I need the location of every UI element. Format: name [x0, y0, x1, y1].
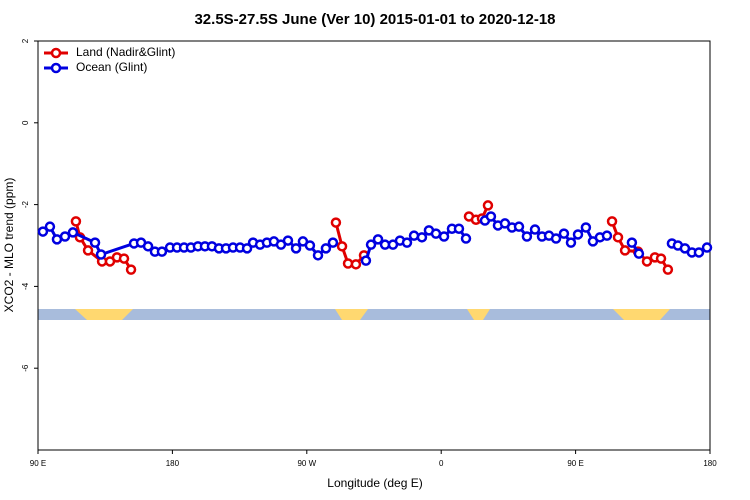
land-strip	[335, 309, 368, 320]
data-point	[693, 247, 705, 258]
data-point	[70, 216, 82, 227]
data-point	[521, 231, 533, 242]
data-point	[641, 256, 653, 267]
data-point	[619, 245, 631, 256]
data-point	[290, 243, 302, 254]
legend-label: Ocean (Glint)	[76, 60, 147, 74]
data-point	[529, 224, 541, 235]
data-point	[460, 233, 472, 244]
data-point	[312, 250, 324, 261]
data-point	[485, 211, 497, 222]
x-tick-label: 90 W	[297, 459, 316, 468]
data-point	[89, 237, 101, 248]
land-strip	[613, 309, 670, 320]
data-point	[118, 253, 130, 264]
land-strip	[75, 309, 133, 320]
data-point	[125, 264, 137, 275]
data-point	[438, 231, 450, 242]
data-point	[626, 237, 638, 248]
data-point	[350, 259, 362, 270]
data-point	[156, 246, 168, 257]
data-point	[336, 241, 348, 252]
data-point	[37, 226, 49, 237]
data-point	[282, 235, 294, 246]
data-point	[662, 264, 674, 275]
data-point	[416, 232, 428, 243]
data-point	[67, 227, 79, 238]
data-point	[612, 232, 624, 243]
data-point	[701, 242, 713, 253]
data-point	[365, 239, 377, 250]
data-point	[59, 231, 71, 242]
legend-marker	[50, 47, 62, 59]
x-axis-label: Longitude (deg E)	[327, 476, 422, 490]
land-strip	[467, 309, 490, 320]
legend-label: Land (Nadir&Glint)	[76, 45, 175, 59]
data-point	[513, 221, 525, 232]
y-tick-label: 0	[21, 120, 30, 125]
data-point	[372, 234, 384, 245]
data-point	[360, 255, 372, 266]
data-point	[401, 237, 413, 248]
data-point	[430, 228, 442, 239]
x-tick-label: 0	[439, 459, 444, 468]
data-point	[51, 234, 63, 245]
ocean-strip	[38, 309, 710, 320]
y-tick-label: -6	[21, 364, 30, 372]
data-point	[655, 253, 667, 264]
data-point	[453, 223, 465, 234]
data-point	[327, 237, 339, 248]
x-tick-label: 180	[166, 459, 180, 468]
data-point	[633, 248, 645, 259]
y-tick-label: 2	[21, 38, 30, 43]
y-axis-label: XCO2 - MLO trend (ppm)	[2, 178, 16, 313]
data-point	[142, 241, 154, 252]
legend-marker	[50, 62, 62, 74]
data-point	[558, 228, 570, 239]
data-point	[320, 243, 332, 254]
data-point	[606, 216, 618, 227]
data-point	[330, 217, 342, 228]
x-tick-label: 180	[703, 459, 717, 468]
x-tick-label: 90 E	[30, 459, 46, 468]
surface-strip	[38, 309, 710, 320]
data-point	[550, 233, 562, 244]
data-point	[482, 200, 494, 211]
data-point	[82, 245, 94, 256]
data-point	[241, 243, 253, 254]
data-point	[580, 222, 592, 233]
data-point	[572, 229, 584, 240]
data-point	[95, 249, 107, 260]
data-point	[565, 237, 577, 248]
x-tick-label: 90 E	[567, 459, 583, 468]
y-tick-label: -2	[21, 200, 30, 208]
data-point	[44, 221, 56, 232]
data-point	[304, 240, 316, 251]
y-tick-label: -4	[21, 282, 30, 290]
chart-title: 32.5S-27.5S June (Ver 10) 2015-01-01 to …	[194, 11, 555, 28]
data-point	[601, 230, 613, 241]
